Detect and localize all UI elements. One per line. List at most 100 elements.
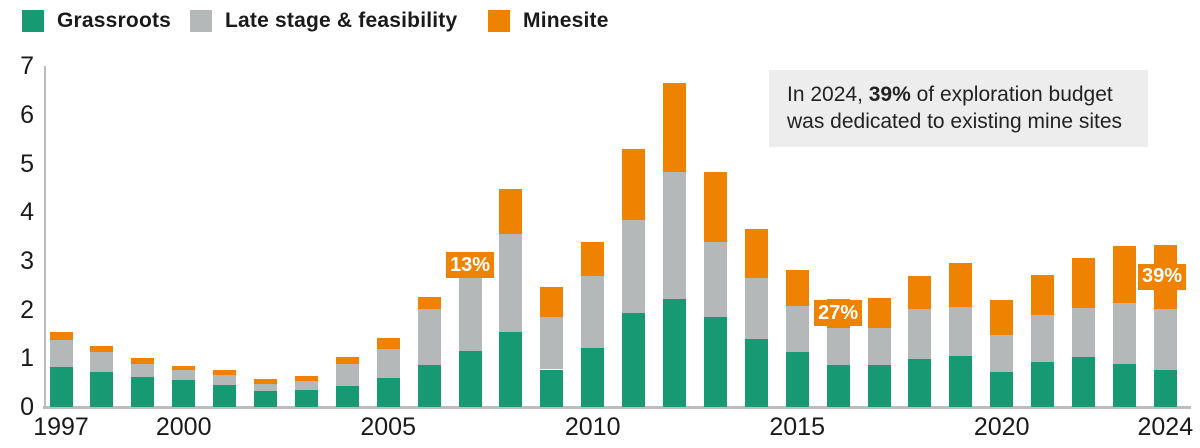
y-axis-line — [44, 66, 46, 407]
bar-segment-grassroots-2006 — [417, 364, 441, 407]
bar-segment-grassroots-1999 — [131, 376, 155, 407]
bar-segment-late-stage-feasibility-2014 — [744, 277, 768, 340]
bar-segment-minesite-1998 — [90, 345, 114, 353]
x-axis-tick-label: 2015 — [769, 413, 825, 441]
bar-segment-minesite-2020 — [990, 299, 1014, 335]
note-text: of exploration budget — [910, 83, 1113, 106]
x-axis-tick-label: 2000 — [155, 413, 212, 441]
bar-segment-minesite-1997 — [49, 331, 73, 341]
bar-segment-minesite-2012 — [663, 83, 686, 172]
bar-segment-late-stage-feasibility-2019 — [949, 307, 973, 356]
bar-segment-minesite-2006 — [417, 297, 441, 310]
bar-segment-late-stage-feasibility-1997 — [49, 340, 73, 368]
bar-segment-late-stage-feasibility-2013 — [703, 241, 727, 318]
bar-segment-late-stage-feasibility-2008 — [499, 234, 523, 333]
bar-segment-minesite-2017 — [867, 298, 891, 328]
x-axis-tick-label: 2005 — [360, 413, 416, 441]
bar-segment-minesite-2002 — [254, 378, 277, 384]
bar-segment-late-stage-feasibility-2009 — [540, 317, 564, 370]
bar-segment-late-stage-feasibility-2001 — [213, 375, 237, 386]
bar-segment-late-stage-feasibility-2010 — [581, 276, 605, 348]
bar-segment-grassroots-2024 — [1153, 369, 1177, 407]
bar-segment-minesite-2019 — [949, 262, 973, 308]
bar-segment-late-stage-feasibility-2007 — [458, 275, 482, 351]
bar-segment-grassroots-2008 — [499, 332, 523, 407]
bar-segment-grassroots-1997 — [49, 367, 73, 407]
late-stage-swatch-icon — [190, 10, 212, 32]
bar-segment-minesite-2009 — [540, 287, 564, 318]
bar-segment-late-stage-feasibility-2004 — [335, 363, 359, 387]
bar-segment-late-stage-feasibility-2015 — [785, 305, 809, 352]
minesite-share-label-2016: 27% — [814, 300, 863, 327]
bar-segment-minesite-1999 — [131, 358, 155, 365]
bar-segment-minesite-2008 — [499, 188, 523, 235]
minesite-share-label-2007: 13% — [446, 252, 494, 279]
bar-segment-grassroots-2004 — [335, 386, 359, 407]
bar-segment-minesite-2023 — [1112, 246, 1136, 304]
bar-segment-grassroots-2012 — [663, 298, 686, 407]
bar-segment-grassroots-2020 — [990, 371, 1014, 407]
grassroots-swatch-icon — [22, 10, 44, 32]
bar-segment-minesite-2005 — [376, 337, 400, 349]
bar-segment-minesite-2018 — [908, 276, 932, 310]
bar-segment-minesite-2004 — [335, 357, 359, 364]
bar-segment-grassroots-2010 — [581, 347, 605, 407]
bar-segment-late-stage-feasibility-2012 — [663, 171, 686, 299]
bar-segment-grassroots-2007 — [458, 350, 482, 407]
bar-segment-late-stage-feasibility-2011 — [622, 219, 646, 313]
legend-item-late-stage: Late stage & feasibility — [190, 8, 457, 34]
bar-segment-late-stage-feasibility-1999 — [131, 364, 155, 377]
note-bold-value: 39% — [868, 83, 911, 106]
bar-segment-late-stage-feasibility-2022 — [1072, 308, 1095, 357]
bar-segment-grassroots-2003 — [294, 389, 318, 407]
bar-segment-late-stage-feasibility-2005 — [376, 348, 400, 378]
y-axis-tick-label: 4 — [20, 198, 34, 227]
y-axis-tick-label: 2 — [20, 295, 34, 324]
bar-segment-minesite-2021 — [1031, 274, 1055, 315]
x-axis-tick-label: 2024 — [1137, 413, 1194, 441]
legend-item-minesite: Minesite — [488, 8, 609, 34]
y-axis-tick-label: 6 — [20, 100, 34, 129]
bar-segment-late-stage-feasibility-2002 — [254, 383, 277, 391]
bar-segment-minesite-2010 — [581, 242, 605, 277]
note-text: In 2024, — [787, 83, 869, 106]
bar-segment-late-stage-feasibility-2016 — [826, 328, 850, 366]
x-axis-tick-label: 2020 — [973, 413, 1030, 441]
bar-segment-minesite-2014 — [744, 229, 768, 278]
legend-label-late-stage: Late stage & feasibility — [225, 9, 458, 32]
bar-segment-late-stage-feasibility-2017 — [867, 327, 891, 366]
bar-segment-grassroots-2000 — [172, 380, 196, 407]
bar-segment-grassroots-2005 — [376, 377, 400, 407]
bar-segment-minesite-2013 — [703, 171, 727, 242]
bar-segment-late-stage-feasibility-2024 — [1153, 308, 1177, 370]
bar-segment-grassroots-2014 — [744, 339, 768, 407]
bar-segment-minesite-2015 — [785, 269, 809, 306]
bar-segment-minesite-2011 — [622, 149, 646, 220]
bar-segment-grassroots-2001 — [213, 385, 237, 407]
bar-segment-late-stage-feasibility-2018 — [908, 309, 932, 360]
legend-label-grassroots: Grassroots — [57, 9, 172, 32]
bar-segment-grassroots-2017 — [867, 365, 891, 407]
minesite-share-label-2024: 39% — [1138, 263, 1186, 290]
x-axis-line — [43, 406, 1191, 409]
legend-label-minesite: Minesite — [523, 9, 609, 32]
bar-segment-late-stage-feasibility-2023 — [1112, 303, 1136, 365]
bar-segment-minesite-2000 — [172, 366, 196, 370]
bar-segment-late-stage-feasibility-2003 — [294, 380, 318, 390]
bar-segment-minesite-2022 — [1072, 257, 1095, 309]
annotation-note: In 2024, 39% of exploration budget was d… — [769, 70, 1148, 147]
bar-segment-grassroots-2013 — [703, 317, 727, 407]
bar-segment-grassroots-2018 — [908, 359, 932, 407]
bar-segment-grassroots-2002 — [254, 390, 277, 407]
note-text-line2: was dedicated to existing mine sites — [787, 110, 1123, 133]
bar-segment-late-stage-feasibility-2000 — [172, 369, 196, 381]
y-axis-tick-label: 7 — [20, 52, 34, 81]
x-axis-tick-label: 2010 — [564, 413, 621, 441]
bar-segment-grassroots-2016 — [826, 365, 850, 407]
bar-segment-grassroots-1998 — [90, 372, 114, 407]
x-axis-tick-label: 1997 — [33, 413, 89, 441]
bar-segment-late-stage-feasibility-2006 — [417, 309, 441, 365]
bar-segment-minesite-2001 — [213, 369, 237, 376]
bar-segment-minesite-2003 — [294, 375, 318, 381]
bar-segment-late-stage-feasibility-2021 — [1031, 314, 1055, 363]
